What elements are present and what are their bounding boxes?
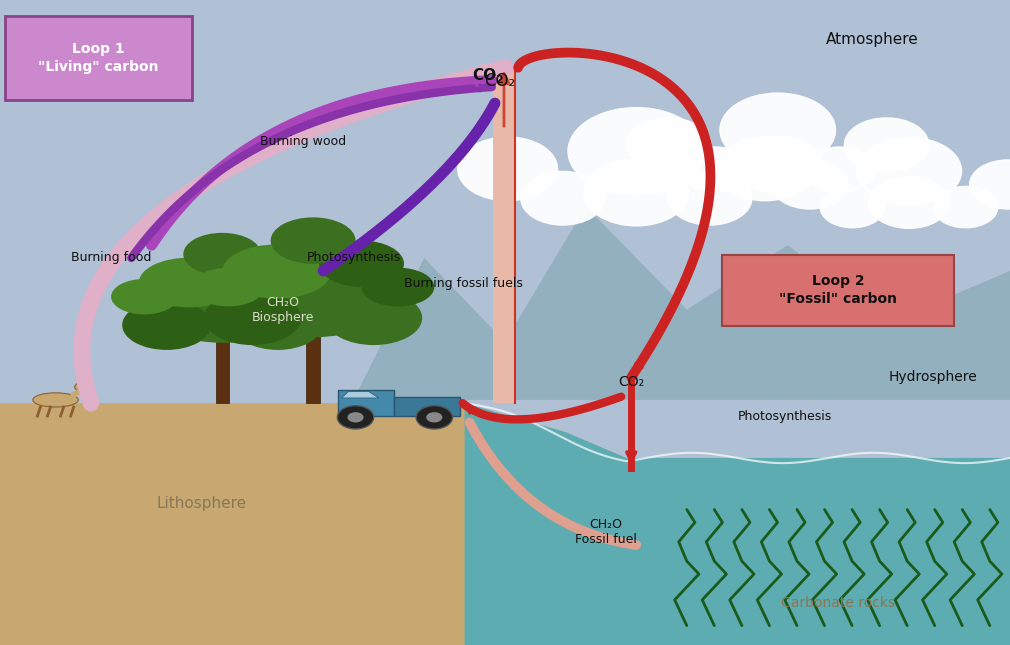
Circle shape bbox=[720, 93, 835, 167]
Circle shape bbox=[426, 412, 442, 422]
Circle shape bbox=[933, 186, 998, 228]
Circle shape bbox=[668, 172, 751, 225]
Polygon shape bbox=[465, 403, 1010, 645]
Circle shape bbox=[416, 406, 452, 429]
Bar bbox=[215, 332, 229, 403]
Circle shape bbox=[337, 406, 374, 429]
Text: Burning food: Burning food bbox=[71, 252, 152, 264]
Text: CH₂O
Biosphere: CH₂O Biosphere bbox=[251, 295, 314, 324]
Ellipse shape bbox=[362, 268, 434, 306]
Text: Burning fossil fuels: Burning fossil fuels bbox=[404, 277, 523, 290]
Ellipse shape bbox=[319, 241, 404, 287]
Circle shape bbox=[568, 108, 705, 195]
Circle shape bbox=[347, 412, 364, 422]
Ellipse shape bbox=[75, 382, 93, 392]
FancyBboxPatch shape bbox=[722, 255, 954, 326]
Circle shape bbox=[970, 160, 1010, 209]
Circle shape bbox=[626, 118, 711, 172]
Text: CO: CO bbox=[473, 68, 497, 83]
Text: CO₂: CO₂ bbox=[618, 375, 644, 389]
Circle shape bbox=[521, 172, 605, 225]
Ellipse shape bbox=[156, 279, 289, 343]
Ellipse shape bbox=[111, 279, 178, 315]
Text: 2: 2 bbox=[495, 75, 503, 85]
Polygon shape bbox=[0, 403, 1010, 645]
Ellipse shape bbox=[222, 244, 331, 299]
Text: Carbonate rocks: Carbonate rocks bbox=[782, 596, 895, 610]
Ellipse shape bbox=[228, 254, 305, 297]
Circle shape bbox=[869, 177, 949, 228]
Ellipse shape bbox=[204, 291, 301, 345]
Bar bbox=[493, 68, 515, 403]
Ellipse shape bbox=[325, 291, 422, 345]
Text: Photosynthesis: Photosynthesis bbox=[306, 252, 401, 264]
Text: CO₂: CO₂ bbox=[485, 72, 515, 90]
Circle shape bbox=[680, 147, 751, 192]
Circle shape bbox=[856, 137, 962, 204]
Bar bbox=[394, 397, 460, 416]
Text: Photosynthesis: Photosynthesis bbox=[737, 410, 831, 422]
Circle shape bbox=[804, 147, 876, 192]
Circle shape bbox=[820, 186, 885, 228]
Ellipse shape bbox=[233, 301, 322, 350]
Text: Burning wood: Burning wood bbox=[260, 135, 346, 148]
Ellipse shape bbox=[139, 258, 239, 307]
Circle shape bbox=[844, 118, 929, 172]
Text: Atmosphere: Atmosphere bbox=[826, 32, 919, 47]
Circle shape bbox=[458, 137, 558, 201]
Ellipse shape bbox=[192, 268, 265, 306]
Text: Lithosphere: Lithosphere bbox=[157, 495, 247, 511]
Text: Hydrosphere: Hydrosphere bbox=[889, 370, 978, 384]
Ellipse shape bbox=[271, 217, 356, 264]
Text: CH₂O
Fossil fuel: CH₂O Fossil fuel bbox=[575, 518, 637, 546]
Polygon shape bbox=[341, 392, 379, 398]
Ellipse shape bbox=[184, 233, 261, 275]
Bar bbox=[306, 326, 320, 403]
Circle shape bbox=[733, 136, 822, 193]
Ellipse shape bbox=[240, 268, 386, 337]
FancyBboxPatch shape bbox=[5, 16, 192, 100]
Polygon shape bbox=[354, 206, 1010, 400]
Circle shape bbox=[715, 137, 815, 201]
Bar bbox=[338, 390, 394, 416]
Circle shape bbox=[772, 160, 848, 209]
Ellipse shape bbox=[122, 301, 211, 350]
Text: Loop 1
"Living" carbon: Loop 1 "Living" carbon bbox=[38, 42, 159, 74]
Circle shape bbox=[584, 159, 689, 226]
Ellipse shape bbox=[267, 279, 333, 315]
Ellipse shape bbox=[32, 393, 78, 407]
Text: Loop 2
"Fossil" carbon: Loop 2 "Fossil" carbon bbox=[780, 274, 897, 306]
